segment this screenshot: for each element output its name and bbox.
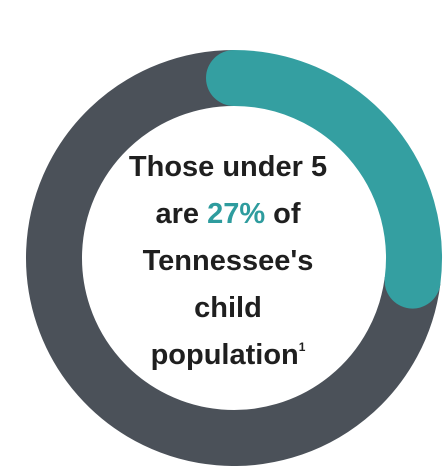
label-line-5-text: population — [150, 339, 299, 371]
footnote-marker: 1 — [298, 340, 306, 355]
label-line-5: population1 — [98, 332, 358, 379]
donut-slice-highlight — [206, 50, 442, 309]
donut-layer — [26, 50, 442, 466]
label-line-2: are 27% of — [98, 191, 358, 238]
label-line-2-suffix: of — [265, 198, 301, 230]
label-line-1: Those under 5 — [128, 151, 328, 183]
center-label: Those under 5 are 27% of Tennessee's chi… — [98, 144, 358, 379]
label-line-3: Tennessee's — [142, 245, 314, 277]
donut-slice-remainder — [26, 50, 441, 466]
label-line-4: child — [194, 292, 262, 324]
percentage-value: 27% — [207, 198, 266, 230]
label-line-2-prefix: are — [155, 198, 208, 230]
